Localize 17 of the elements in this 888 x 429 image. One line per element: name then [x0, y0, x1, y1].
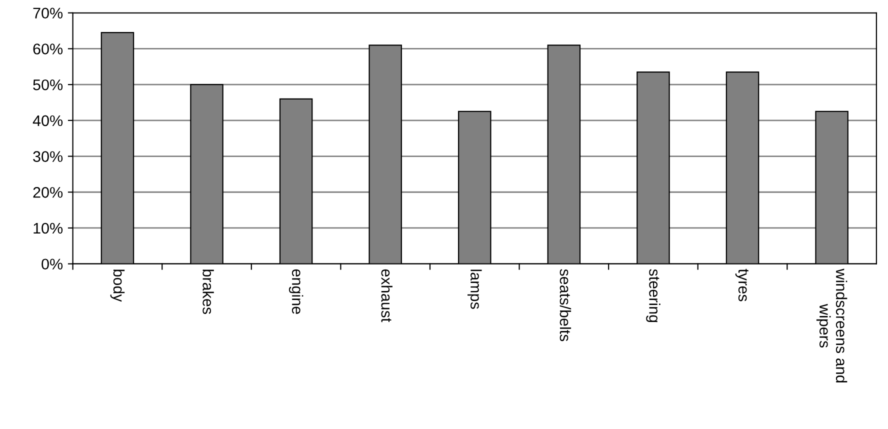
x-tick-label: brakes — [202, 270, 214, 314]
y-tick-label: 40% — [32, 115, 63, 126]
y-tick-label: 0% — [42, 258, 63, 270]
x-tick-label: tyres — [735, 268, 748, 302]
y-tick-label: 70% — [33, 8, 63, 19]
y-tick-label: 10% — [34, 222, 63, 234]
y-tick-label: 30% — [33, 151, 63, 162]
y-tick-label: 50% — [33, 79, 63, 90]
x-tick-label: seats/belts — [560, 269, 572, 342]
y-tick-label: 20% — [33, 187, 63, 198]
x-tick-label: exhaust — [381, 269, 392, 322]
x-tick-label: engine — [288, 269, 304, 314]
x-tick-label: steering — [646, 269, 660, 322]
x-tick-label: body — [110, 270, 125, 302]
y-tick-label: 60% — [33, 44, 63, 54]
x-tick-label: lamps — [468, 270, 482, 309]
x-tick-label: windscreens and wipers — [816, 268, 848, 382]
